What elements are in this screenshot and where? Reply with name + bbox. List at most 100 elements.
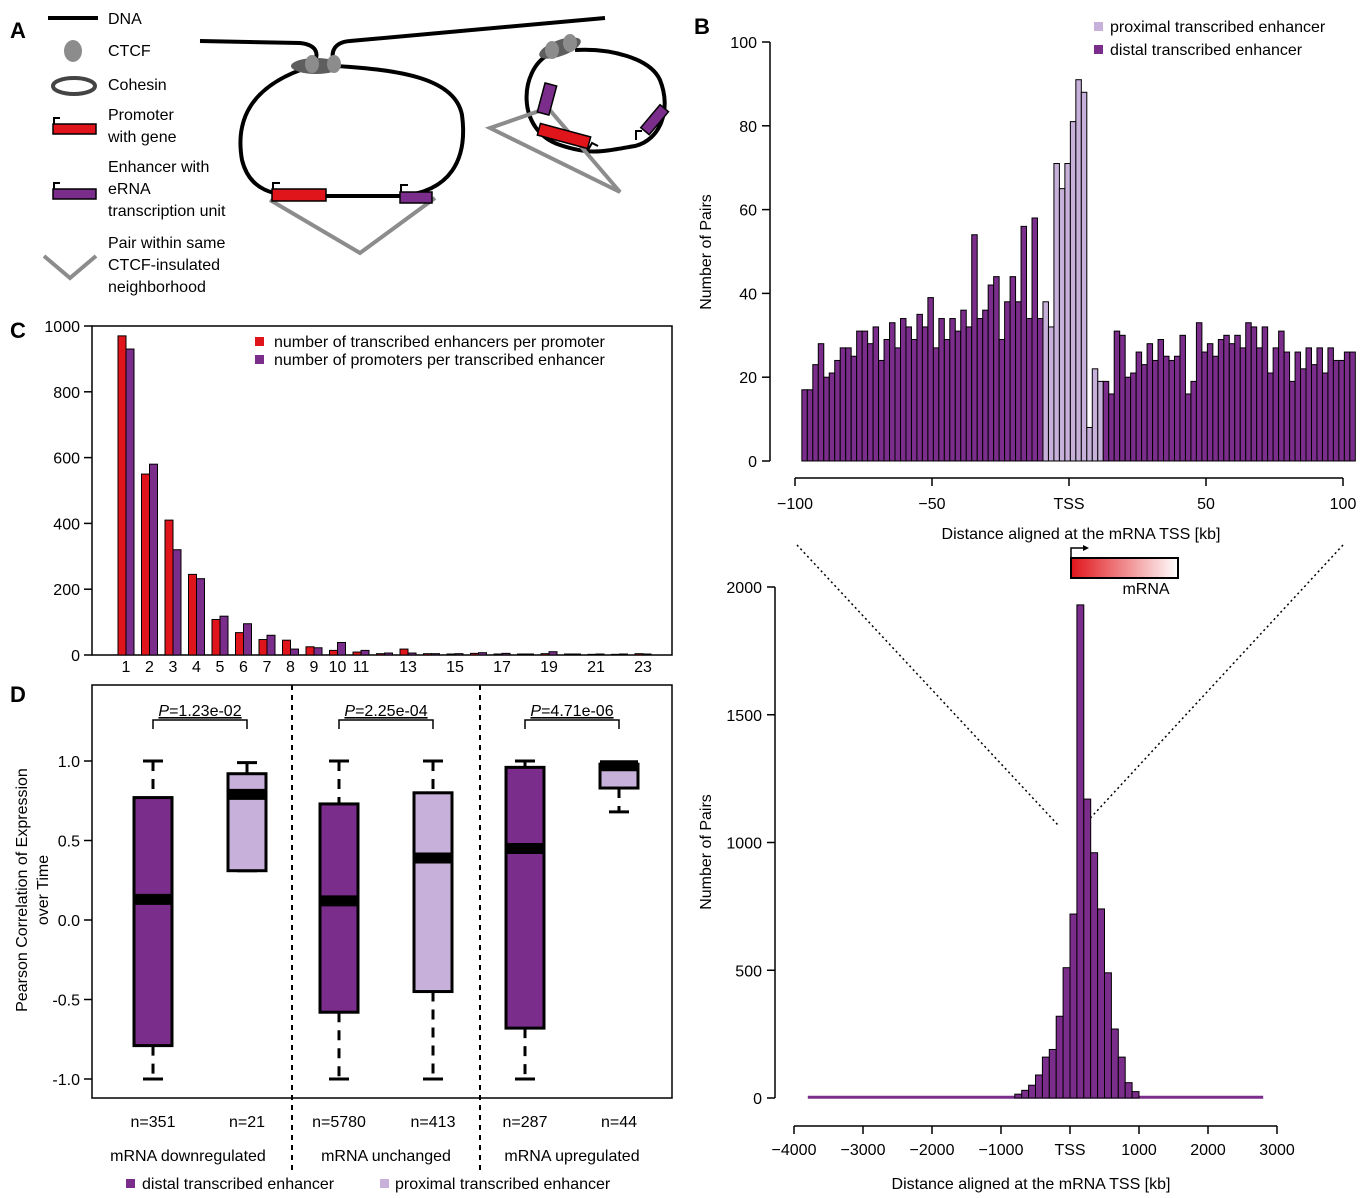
loop-diagram-2 — [484, 34, 670, 194]
legend-dna-label: DNA — [108, 11, 142, 28]
n-label: n=44 — [601, 1114, 637, 1131]
x-tick-label: 4 — [192, 659, 201, 676]
y-tick-label: 2000 — [726, 580, 762, 597]
bar — [1234, 334, 1241, 462]
y-tick-label: -1.0 — [52, 1072, 80, 1089]
chart-d: -1.0 -0.5 0.0 0.5 1.0 Pearson Correlation of … — [14, 684, 673, 1193]
bar — [1055, 1015, 1064, 1099]
bar — [1090, 852, 1099, 1099]
bar — [1332, 359, 1340, 462]
bar — [1168, 359, 1175, 462]
y-tick-label: 0.0 — [58, 913, 80, 930]
x-tick-label: 21 — [587, 659, 605, 676]
bar — [823, 376, 830, 462]
legend-enhancer-icon — [52, 182, 97, 200]
legend-label-red: number of transcribed enhancers per prom… — [274, 334, 606, 351]
bar — [1014, 1093, 1023, 1099]
panel-a: A DNA CTCF Cohesin Promoter with gene En… — [10, 11, 670, 296]
bar — [1321, 372, 1329, 462]
y-tick-label: 80 — [739, 119, 757, 136]
legend-promoter-label-2: with gene — [107, 129, 177, 146]
y-tick-label: 800 — [53, 385, 80, 402]
y-tick-label: 400 — [53, 516, 80, 533]
y-tick-label: -0.5 — [52, 993, 80, 1010]
bar-enhancers-per-promoter — [235, 632, 244, 656]
bar — [1108, 393, 1115, 462]
bar — [1245, 322, 1252, 462]
zoom-guide-left — [796, 544, 1059, 826]
y-tick-label: 40 — [739, 286, 757, 303]
bar — [1217, 338, 1225, 462]
legend-swatch-purple — [255, 355, 264, 364]
bar — [1135, 351, 1143, 462]
bar — [806, 389, 814, 462]
legend-label-proximal: proximal transcribed enhancer — [395, 1176, 611, 1193]
bar-enhancers-per-promoter — [164, 519, 174, 656]
bar — [1119, 334, 1126, 462]
bar — [1305, 347, 1312, 462]
x-tick-label: 7 — [263, 659, 272, 676]
bar — [1042, 301, 1049, 462]
bar — [1289, 380, 1296, 462]
legend-label-purple: number of promoters per transcribed enha… — [274, 352, 606, 369]
legend-pair-label-2: CTCF-insulated — [108, 257, 220, 274]
bar — [976, 318, 984, 462]
bar — [1075, 79, 1082, 462]
x-tick-label: 1 — [122, 659, 131, 676]
box-distal — [504, 765, 546, 1030]
bar — [1009, 276, 1017, 462]
bar-promoters-per-enhancer — [548, 651, 558, 656]
legend-pair-label-1: Pair within same — [108, 235, 225, 252]
box-proximal — [412, 791, 454, 994]
bar — [1343, 351, 1351, 462]
bar — [1141, 364, 1148, 462]
legend-pair-icon — [42, 254, 98, 281]
bar-promoters-per-enhancer — [290, 648, 299, 656]
x-tick-label: 3 — [169, 659, 178, 676]
x-tick-label: 6 — [239, 659, 248, 676]
box-distal — [132, 796, 174, 1048]
bar — [1267, 372, 1274, 462]
chart-b-top: 0 20 40 60 80 100 Number of Pairs −100 −50 TSS 50 1… — [698, 19, 1356, 827]
x-tick-label: 10 — [329, 659, 347, 676]
legend-swatch-proximal — [380, 1179, 389, 1188]
x-tick-label: 1000 — [1121, 1142, 1157, 1159]
bar — [1110, 1028, 1119, 1099]
bar — [861, 330, 869, 462]
bar-enhancers-per-promoter — [141, 473, 150, 656]
bar — [954, 330, 962, 462]
y-tick-label: 200 — [53, 582, 80, 599]
chart-b-bottom: 0 500 1000 1500 2000 Number of Pairs −4000 −300… — [698, 580, 1295, 1193]
bar-promoters-per-enhancer — [478, 652, 487, 656]
bar — [1184, 393, 1192, 462]
x-tick-label: −1000 — [979, 1142, 1024, 1159]
bar — [1310, 364, 1318, 462]
bar — [1069, 121, 1077, 462]
bar-promoters-per-enhancer — [431, 653, 440, 656]
bar-enhancers-per-promoter — [423, 653, 432, 656]
x-tick-label: 3000 — [1259, 1142, 1295, 1159]
bar — [1091, 368, 1099, 462]
bar — [894, 347, 901, 462]
bar-enhancers-per-promoter — [258, 639, 268, 656]
y-tick-label: 100 — [730, 35, 757, 52]
x-tick-label: −3000 — [841, 1142, 886, 1159]
bar — [921, 326, 929, 462]
tss-arrow-icon — [1070, 547, 1086, 558]
bar-promoters-per-enhancer — [642, 653, 652, 656]
legend-promoter-icon — [52, 117, 97, 135]
y-axis-title: Number of Pairs — [698, 794, 715, 910]
bar — [998, 338, 1006, 462]
n-label: n=413 — [411, 1114, 456, 1131]
bar — [1278, 330, 1285, 462]
panel-a-letter: A — [10, 18, 26, 43]
bar — [1316, 347, 1323, 462]
n-label: n=21 — [229, 1114, 265, 1131]
bar — [965, 326, 973, 462]
bar — [960, 309, 967, 462]
n-label: n=5780 — [312, 1114, 366, 1131]
legend-label-distal: distal transcribed enhancer — [1110, 42, 1303, 59]
n-label: n=287 — [503, 1114, 548, 1131]
mrna-label: mRNA — [1122, 581, 1169, 598]
